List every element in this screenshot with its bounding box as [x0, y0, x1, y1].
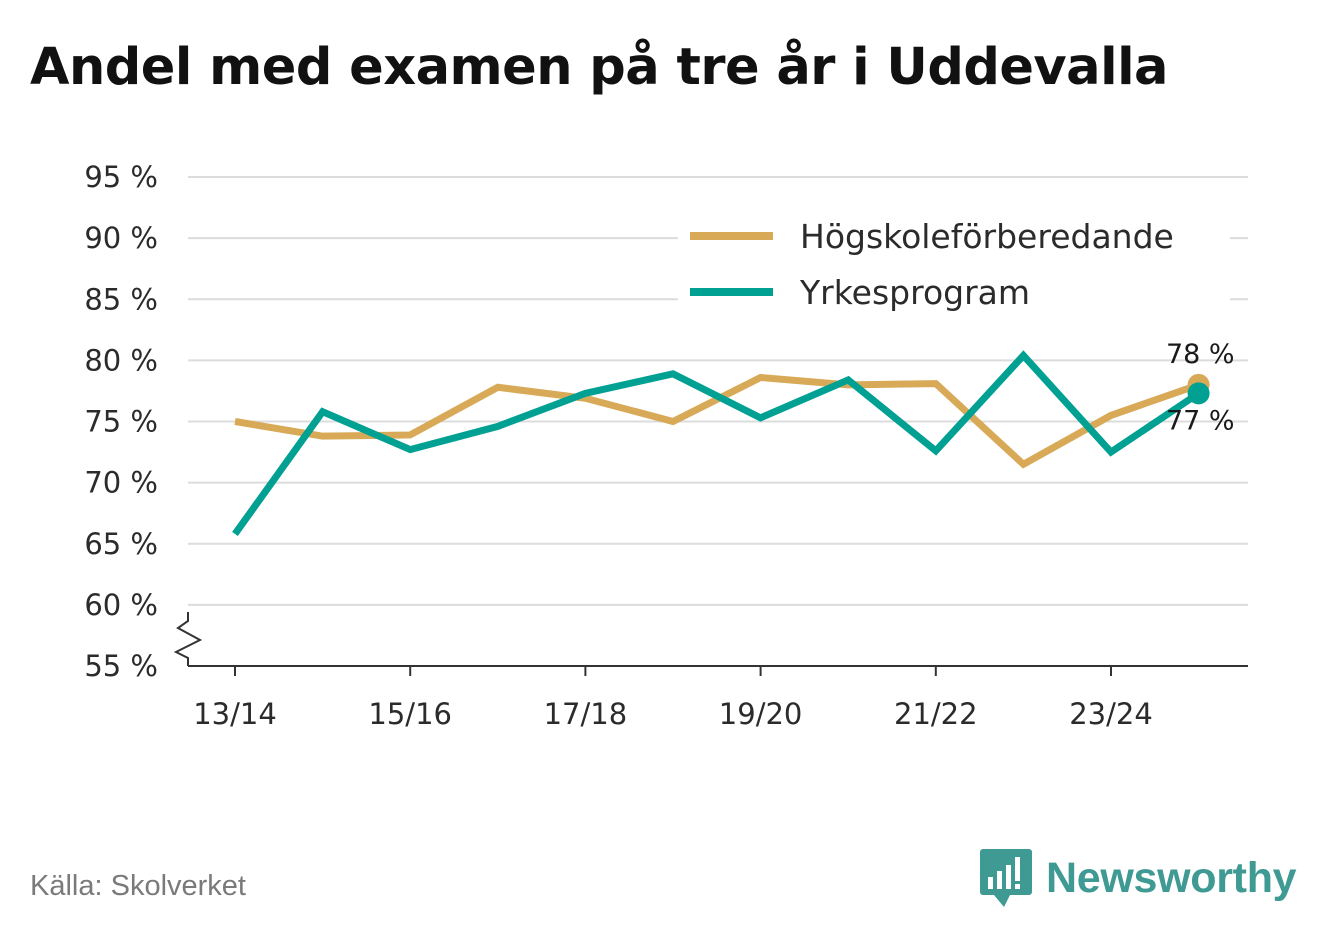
legend-label: Yrkesprogram [799, 273, 1030, 312]
end-point-marker [1187, 382, 1210, 405]
end-point-label: 77 % [1166, 405, 1235, 436]
y-tick-label: 60 % [84, 588, 158, 622]
end-point-label: 78 % [1166, 339, 1235, 370]
bar-chart-speech-bubble-icon [980, 849, 1032, 907]
y-tick-label: 80 % [84, 343, 158, 377]
series-line-yrkesprogram [232, 350, 1201, 537]
y-tick-label: 85 % [84, 282, 158, 316]
newsworthy-logo: Newsworthy [980, 849, 1297, 907]
series-lines [232, 350, 1201, 537]
brand-name: Newsworthy [1046, 853, 1297, 902]
chart-title: Andel med examen på tre år i Uddevalla [30, 38, 1168, 97]
y-tick-label: 90 % [84, 221, 158, 255]
legend-label: Högskoleförberedande [800, 217, 1174, 256]
y-tick-label: 65 % [84, 527, 158, 561]
legend: Högskoleförberedande Yrkesprogram [678, 208, 1230, 320]
source-note: Källa: Skolverket [30, 870, 246, 902]
x-tick-label: 19/20 [719, 697, 803, 731]
axis-break-icon [173, 612, 203, 666]
x-tick-label: 15/16 [368, 697, 452, 731]
y-tick-label: 70 % [84, 466, 158, 500]
legend-background [678, 208, 1230, 320]
end-points: 78 % 77 % [1166, 339, 1235, 437]
x-axis-ticks: 13/14 15/16 17/18 19/20 21/22 23/24 [193, 666, 1153, 731]
y-tick-label: 55 % [84, 649, 158, 683]
x-tick-label: 13/14 [193, 697, 277, 731]
axes [173, 612, 1248, 667]
x-tick-label: 23/24 [1069, 697, 1153, 731]
y-tick-label: 95 % [84, 160, 158, 194]
x-tick-label: 17/18 [544, 697, 628, 731]
x-tick-label: 21/22 [894, 697, 978, 731]
y-axis-ticks: 55 % 60 % 65 % 70 % 75 % 80 % 85 % 90 % 95 % [84, 160, 158, 683]
y-tick-label: 75 % [84, 405, 158, 439]
